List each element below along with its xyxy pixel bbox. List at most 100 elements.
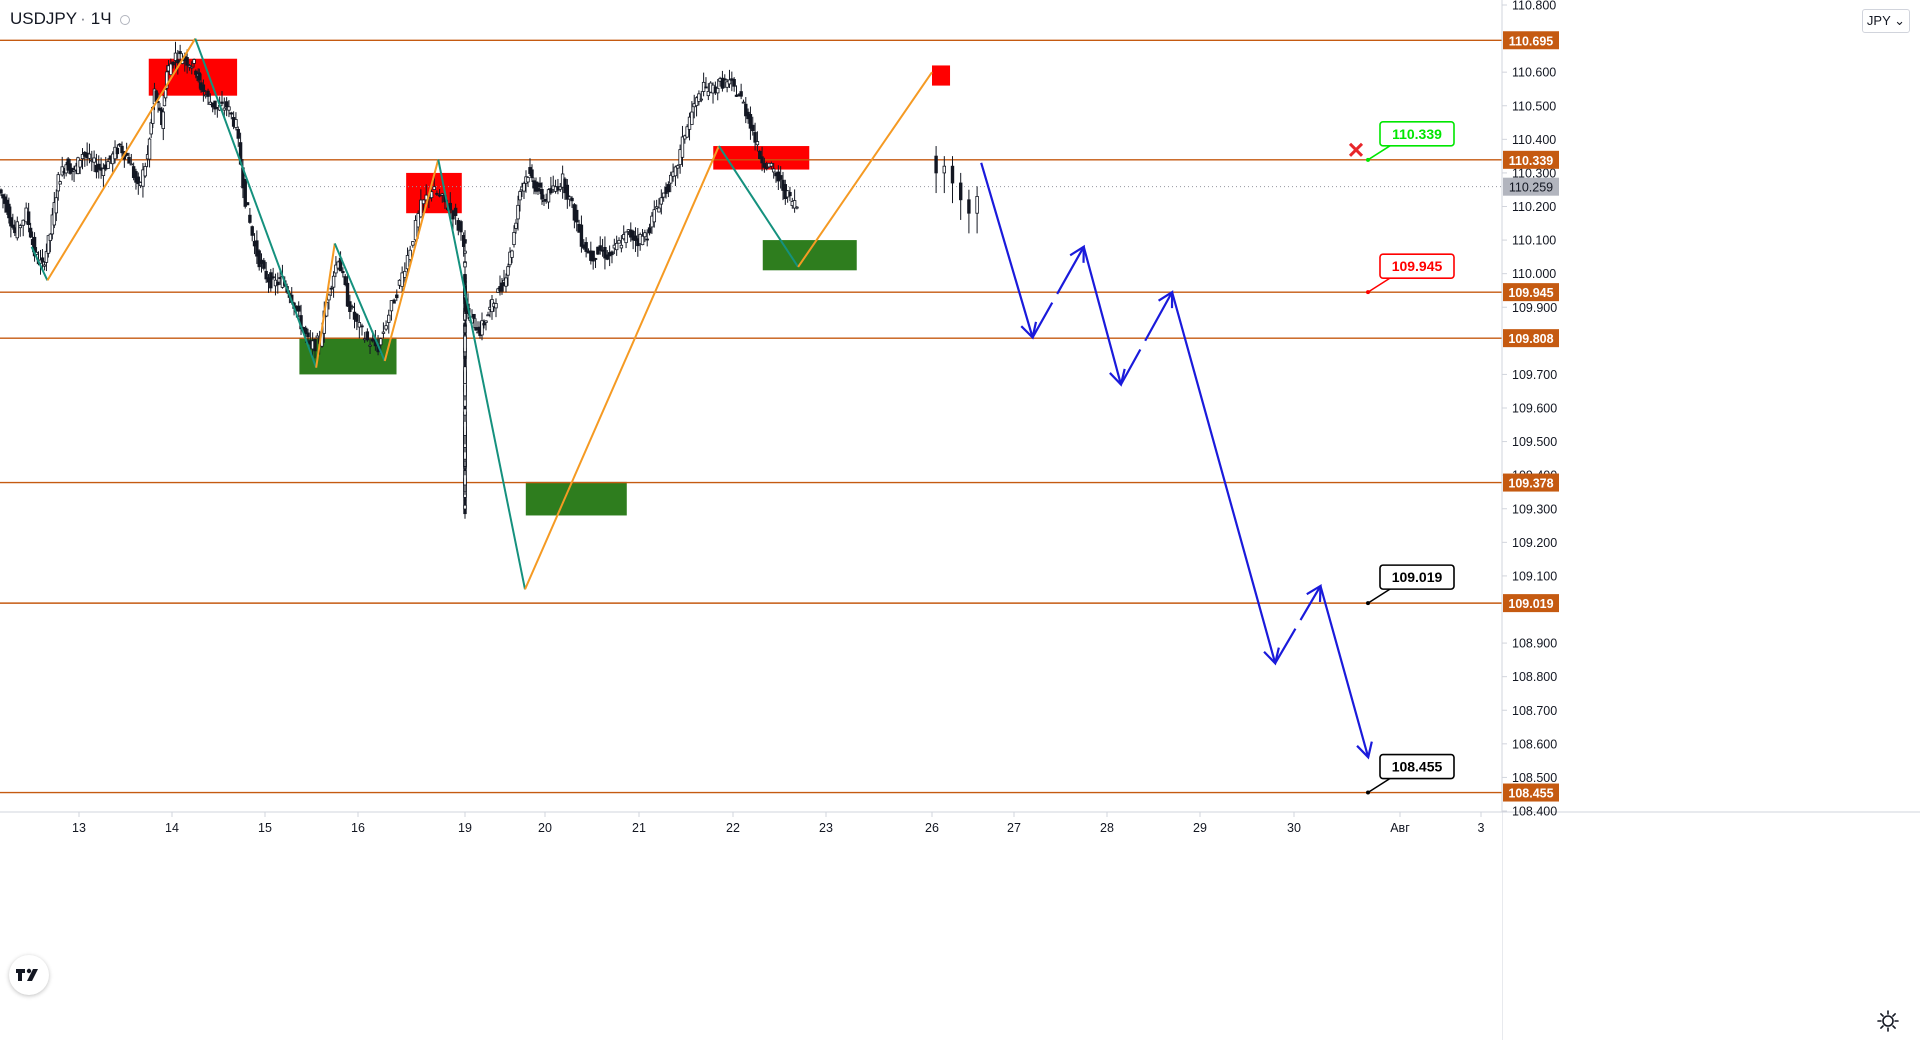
y-tick-label: 108.900 — [1512, 637, 1557, 651]
candle-body — [480, 320, 484, 336]
candle-body — [42, 264, 47, 267]
supply-zone — [932, 65, 951, 86]
chevron-down-icon: ⌄ — [1894, 13, 1906, 28]
candle-body — [538, 182, 542, 188]
callout-anchor — [1366, 157, 1370, 162]
candle-body — [248, 214, 252, 223]
candle-body — [381, 331, 386, 334]
time-axis[interactable] — [0, 812, 1502, 1040]
candle-body — [463, 324, 467, 327]
candle-body — [54, 197, 58, 214]
y-tick-label: 110.600 — [1512, 66, 1556, 80]
candle-body — [194, 70, 198, 75]
candle-body — [463, 262, 467, 268]
candle-body — [942, 165, 946, 174]
x-tick-label: 23 — [819, 821, 833, 835]
tradingview-logo[interactable] — [9, 955, 49, 995]
candle-body — [345, 282, 350, 307]
level-price-badge — [1503, 31, 1559, 50]
y-tick-label: 108.600 — [1512, 737, 1557, 751]
projection-segment — [1171, 291, 1277, 664]
candle-body — [32, 236, 37, 257]
candle-body — [453, 207, 458, 216]
candle-body — [143, 166, 147, 177]
candle-body — [744, 103, 748, 117]
level-price-badge-label: 110.695 — [1509, 34, 1554, 48]
candle-body — [697, 93, 701, 102]
price-axis[interactable] — [1502, 0, 1920, 1040]
level-price-badge — [1503, 783, 1559, 802]
candle-body — [334, 264, 338, 274]
candle-body — [60, 166, 64, 176]
candle-body — [52, 202, 57, 226]
candle-body — [788, 191, 792, 197]
y-tick-label: 108.500 — [1512, 771, 1557, 785]
candle-body — [584, 242, 588, 252]
gear-icon[interactable] — [1876, 1009, 1900, 1033]
price-callout — [1379, 753, 1455, 780]
x-tick-label: 19 — [458, 821, 472, 835]
candle-body — [725, 81, 729, 88]
price-callout — [1379, 121, 1455, 147]
candle-body — [522, 182, 526, 192]
candle-body — [755, 141, 760, 146]
current-price-badge — [1503, 177, 1559, 196]
candle-body — [640, 235, 645, 246]
y-tick-label: 109.300 — [1512, 502, 1557, 516]
candle-body — [147, 138, 152, 160]
candle-body — [769, 163, 774, 167]
candle-body — [748, 113, 753, 129]
candle-body — [173, 52, 178, 61]
callout-anchor — [1366, 290, 1370, 295]
candle-body — [673, 166, 678, 177]
candle-body — [250, 226, 254, 236]
x-tick-label: 13 — [72, 821, 86, 835]
candle-body — [558, 186, 562, 190]
candle-body — [459, 221, 463, 233]
level-price-badge — [1503, 329, 1559, 348]
candle-body — [617, 239, 621, 244]
currency-dropdown[interactable]: JPY ⌄ — [1862, 9, 1910, 33]
candle-body — [720, 77, 725, 89]
candle-body — [355, 313, 359, 322]
candle-body — [643, 232, 647, 238]
candle-body — [432, 186, 436, 190]
candle-body — [141, 169, 145, 187]
candle-body — [540, 189, 544, 200]
callout-pointer — [1367, 588, 1391, 604]
candle-body — [234, 119, 238, 128]
level-price-badge-label: 109.945 — [1508, 286, 1553, 300]
candle-body — [633, 235, 638, 241]
zigzag-segment — [797, 71, 933, 268]
x-tick-label: 3 — [1478, 821, 1485, 835]
candle-body — [127, 157, 131, 164]
candle-body — [192, 59, 196, 64]
level-price-badge-label: 108.455 — [1508, 787, 1553, 801]
x-tick-label: Авг — [1390, 821, 1410, 835]
candle-body — [190, 66, 194, 69]
candle-body — [264, 270, 268, 280]
candle-body — [534, 181, 538, 192]
symbol-legend[interactable]: USDJPY · 1Ч — [10, 9, 130, 29]
candle-body — [546, 189, 551, 203]
candle-body — [732, 79, 736, 87]
price-callout — [1379, 564, 1455, 590]
level-price-badge-label: 109.378 — [1508, 477, 1553, 491]
candle-body — [411, 241, 415, 246]
candle-body — [171, 61, 175, 66]
y-tick-label: 109.600 — [1512, 402, 1557, 416]
candle-body — [0, 189, 3, 194]
callout-anchor — [1366, 601, 1370, 606]
candle-body — [680, 136, 685, 158]
candle-body — [255, 240, 259, 257]
x-tick-label: 20 — [538, 821, 552, 835]
level-price-badge — [1503, 283, 1559, 302]
candle-body — [526, 177, 530, 183]
y-tick-label: 108.400 — [1512, 805, 1557, 819]
callout-pointer — [1367, 277, 1391, 293]
candle-body — [504, 277, 508, 287]
candle-body — [456, 220, 461, 231]
candle-body — [243, 178, 247, 207]
